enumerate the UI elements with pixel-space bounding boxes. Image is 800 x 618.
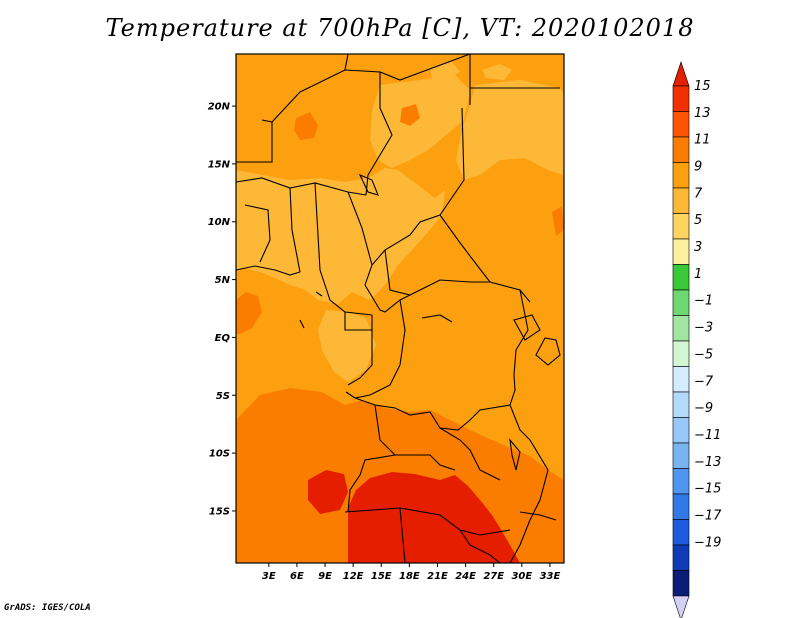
colorbar-bin bbox=[672, 187, 690, 214]
lat-tick-label: 15S bbox=[209, 506, 230, 517]
colorbar-label: −7 bbox=[694, 374, 714, 389]
lat-tick-label: EQ bbox=[215, 333, 231, 344]
colorbar-label: −17 bbox=[694, 508, 722, 523]
light-region-central bbox=[296, 220, 346, 272]
lon-tick-label: 9E bbox=[318, 571, 332, 582]
colorbar-label: −9 bbox=[694, 401, 713, 416]
colorbar-bin bbox=[672, 340, 690, 367]
warm-region-north-spot bbox=[294, 112, 318, 140]
colorbar-label: 11 bbox=[694, 133, 711, 148]
colorbar-label: −15 bbox=[694, 482, 721, 497]
colorbar-over-arrow bbox=[672, 61, 690, 87]
colorbar-label: −11 bbox=[694, 428, 721, 443]
colorbar-label: 7 bbox=[694, 186, 703, 201]
lon-tick-label: 3E bbox=[262, 571, 276, 582]
colorbar-label: 3 bbox=[694, 240, 702, 255]
colorbar-bin bbox=[672, 264, 690, 291]
lon-tick-label: 6E bbox=[290, 571, 304, 582]
colorbar-label: −5 bbox=[694, 347, 713, 362]
light-region-coast bbox=[318, 310, 376, 382]
colorbar-bin bbox=[672, 136, 690, 163]
colorbar-bin bbox=[672, 468, 690, 495]
colorbar-bin bbox=[672, 315, 690, 342]
colorbar-label: −13 bbox=[694, 455, 721, 470]
lat-tick-label: 10S bbox=[209, 449, 230, 460]
lat-tick-label: 10N bbox=[208, 217, 231, 228]
light-region-speck-1 bbox=[482, 64, 512, 80]
lat-tick-label: 5N bbox=[215, 275, 231, 286]
colorbar-label: 15 bbox=[694, 79, 711, 94]
colorbar-bin bbox=[672, 111, 690, 138]
colorbar-bin bbox=[672, 391, 690, 418]
colorbar-bin bbox=[672, 544, 690, 571]
warm-region-north-spot-2 bbox=[400, 104, 420, 126]
colorbar-bin bbox=[672, 442, 690, 469]
colorbar-bin bbox=[672, 238, 690, 265]
colorbar-label: −3 bbox=[694, 321, 713, 336]
colorbar-label: 13 bbox=[694, 106, 711, 121]
warm-region-east-spot bbox=[552, 206, 564, 236]
country-borders bbox=[236, 54, 561, 563]
longitude-axis: 3E 6E 9E 12E 15E 18E 21E 24E 27E 30E 33E bbox=[262, 563, 561, 582]
lon-tick-label: 30E bbox=[511, 571, 532, 582]
light-region-west bbox=[236, 168, 445, 304]
colorbar-label: 1 bbox=[694, 267, 702, 282]
lat-tick-label: 20N bbox=[208, 102, 231, 113]
lon-tick-label: 18E bbox=[399, 571, 420, 582]
latitude-axis: 20N 15N 10N 5N EQ 5S 10S 15S bbox=[208, 102, 236, 517]
colorbar-bin bbox=[672, 493, 690, 520]
hot-core-west bbox=[308, 470, 348, 514]
colorbar-label: −1 bbox=[694, 294, 713, 309]
light-region-northeast bbox=[456, 80, 564, 180]
colorbar-bin bbox=[672, 162, 690, 189]
colorbar-bin bbox=[672, 519, 690, 546]
hot-core-region bbox=[348, 472, 520, 563]
colorbar-bin bbox=[672, 417, 690, 444]
lat-tick-label: 15N bbox=[208, 159, 231, 170]
colorbar-bin bbox=[672, 85, 690, 112]
light-region-north bbox=[370, 75, 470, 168]
grads-credit: GrADS: IGES/COLA bbox=[4, 603, 91, 613]
lon-tick-label: 15E bbox=[371, 571, 392, 582]
lon-tick-label: 21E bbox=[427, 571, 448, 582]
colorbar-under-arrow bbox=[672, 595, 690, 618]
colorbar-label: 9 bbox=[694, 160, 702, 175]
warm-region-sw-coast bbox=[236, 292, 262, 334]
lon-tick-label: 12E bbox=[343, 571, 364, 582]
colorbar-label: 5 bbox=[694, 213, 702, 228]
colorbar-bin bbox=[672, 570, 690, 597]
colorbar-bin bbox=[672, 366, 690, 393]
lon-tick-label: 24E bbox=[455, 571, 476, 582]
colorbar-label: −19 bbox=[694, 535, 721, 550]
colorbar: 15 13 11 9 7 5 3 1 −1 −3 −5 −7 −9 −11 −13 −15 −17 −19 bbox=[672, 61, 722, 618]
colorbar-bin bbox=[672, 289, 690, 316]
chart-title: Temperature at 700hPa [C], VT: 202010201… bbox=[105, 14, 695, 42]
lon-tick-label: 33E bbox=[540, 571, 561, 582]
map-frame bbox=[235, 53, 565, 564]
lon-tick-label: 27E bbox=[483, 571, 504, 582]
colorbar-bin bbox=[672, 213, 690, 240]
lat-tick-label: 5S bbox=[216, 391, 230, 402]
